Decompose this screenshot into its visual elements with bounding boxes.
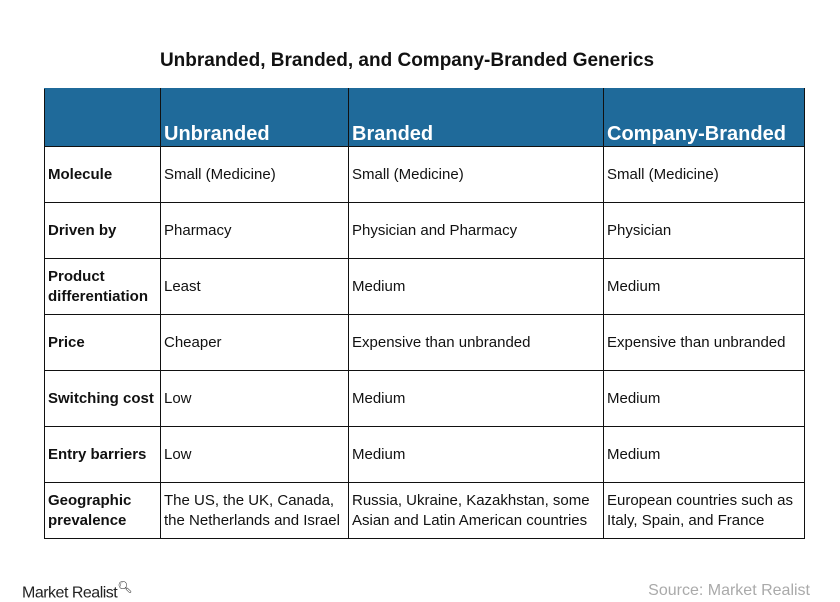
source-note: Source: Market Realist bbox=[648, 582, 810, 599]
logo-text: Market Realist bbox=[22, 584, 118, 602]
table-row: Product differentiation Least Medium Medium bbox=[44, 258, 805, 315]
table-cell: European countries such as Italy, Spain,… bbox=[603, 482, 805, 539]
column-header: Company-Branded bbox=[603, 88, 805, 147]
table-cell: Expensive than unbranded bbox=[603, 314, 805, 371]
table-cell: Small (Medicine) bbox=[603, 146, 805, 203]
row-label: Price bbox=[44, 314, 161, 371]
table-row: Switching cost Low Medium Medium bbox=[44, 370, 805, 427]
row-label: Switching cost bbox=[44, 370, 161, 427]
table-row: Driven by Pharmacy Physician and Pharmacy P… bbox=[44, 202, 805, 259]
table-cell: Low bbox=[160, 426, 349, 483]
table-cell: Physician bbox=[603, 202, 805, 259]
table-cell: The US, the UK, Canada, the Netherlands … bbox=[160, 482, 349, 539]
table-cell: Expensive than unbranded bbox=[348, 314, 604, 371]
table-cell: Medium bbox=[603, 258, 805, 315]
row-label: Molecule bbox=[44, 146, 161, 203]
table-cell: Physician and Pharmacy bbox=[348, 202, 604, 259]
table-cell: Medium bbox=[348, 370, 604, 427]
column-header: Unbranded bbox=[160, 88, 349, 147]
table-row: Entry barriers Low Medium Medium bbox=[44, 426, 805, 483]
header-row: Unbranded Branded Company-Branded bbox=[44, 88, 805, 147]
table-cell: Russia, Ukraine, Kazakhstan, some Asian … bbox=[348, 482, 604, 539]
table-cell: Medium bbox=[603, 370, 805, 427]
row-label: Driven by bbox=[44, 202, 161, 259]
table-cell: Low bbox=[160, 370, 349, 427]
table-cell: Medium bbox=[348, 258, 604, 315]
market-realist-logo: Market Realist🔍︎ bbox=[22, 580, 132, 602]
table-row: Molecule Small (Medicine) Small (Medicine)… bbox=[44, 146, 805, 203]
column-header: Branded bbox=[348, 88, 604, 147]
table-cell: Small (Medicine) bbox=[348, 146, 604, 203]
page-title: Unbranded, Branded, and Company-Branded … bbox=[159, 50, 655, 71]
table-cell: Cheaper bbox=[160, 314, 349, 371]
row-label: Product differentiation bbox=[44, 258, 161, 315]
table-cell: Small (Medicine) bbox=[160, 146, 349, 203]
table-row: Price Cheaper Expensive than unbranded Expe… bbox=[44, 314, 805, 371]
table-cell: Pharmacy bbox=[160, 202, 349, 259]
comparison-table: Unbranded Branded Company-Branded Molecule… bbox=[44, 88, 805, 539]
magnifier-icon: 🔍︎ bbox=[117, 580, 132, 594]
row-label: Geographic prevalence bbox=[44, 482, 161, 539]
table-cell: Medium bbox=[603, 426, 805, 483]
table-cell: Medium bbox=[348, 426, 604, 483]
table-row: Geographic prevalence The US, the UK, Can… bbox=[44, 482, 805, 539]
row-label: Entry barriers bbox=[44, 426, 161, 483]
column-header bbox=[44, 88, 161, 147]
table-cell: Least bbox=[160, 258, 349, 315]
